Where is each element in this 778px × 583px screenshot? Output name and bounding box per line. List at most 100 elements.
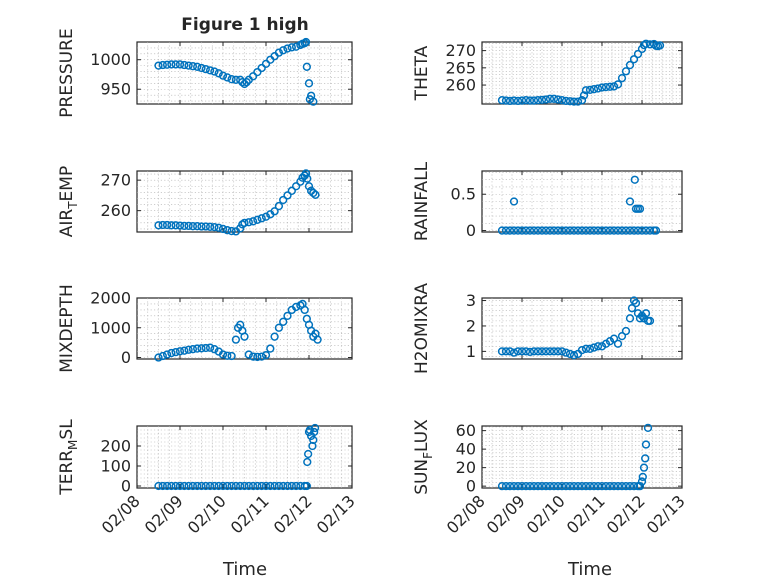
y-axis-label: RAINFALL [412,161,432,241]
data-point [625,197,635,206]
y-axis-label: TERRMSL [57,419,80,496]
data-point [635,481,645,491]
y-tick-label: 1 [466,342,476,361]
data-point [210,345,219,354]
data-point [533,347,543,356]
data-point [521,481,531,491]
data-point [227,481,236,491]
data-point [257,214,266,223]
data-point [629,55,639,64]
data-point [565,349,575,359]
data-point [645,226,655,235]
data-point [505,481,515,491]
data-point [589,481,599,491]
y-tick-label: 260 [445,76,476,95]
data-point [175,60,185,69]
data-point [593,84,603,93]
data-point [525,347,535,357]
data-point [180,60,189,70]
data-point [529,347,539,356]
data-point [279,317,288,326]
data-point [533,96,543,105]
x-axis-label-right: Time [567,559,612,580]
data-point [309,188,318,198]
data-point [248,481,258,491]
data-point [184,345,193,354]
y-tick-label: 100 [100,457,131,476]
data-point [236,224,245,233]
data-point [521,347,531,356]
data-point [541,226,551,235]
data-point [171,221,180,230]
data-point [525,96,535,105]
data-point [197,481,206,491]
data-point [577,226,587,235]
data-point [589,85,599,94]
data-point [184,61,193,70]
y-tick-label: 0 [121,477,131,496]
data-point [655,41,665,50]
data-point [585,226,595,235]
data-point [573,97,583,106]
data-point [244,481,253,491]
data-point [218,71,228,80]
data-point [193,222,202,231]
data-point [188,62,198,71]
data-point [617,74,627,83]
figure-title: Figure 1 high [181,15,309,35]
data-point [605,226,615,235]
data-point [549,94,559,103]
data-point [158,60,167,70]
data-point [240,332,249,341]
data-point [180,346,189,355]
data-point [310,427,319,437]
data-point [283,311,292,321]
data-point [617,226,627,235]
data-point [533,481,543,491]
data-point [633,226,643,235]
data-point [537,347,547,356]
data-point [257,481,266,491]
data-point [601,481,611,491]
data-point [569,481,579,491]
data-point [279,195,288,205]
data-point [621,226,631,235]
data-point [197,63,206,73]
data-point [593,481,603,491]
data-point [641,226,651,235]
data-point [581,226,591,235]
data-point [638,472,647,482]
data-point [613,226,623,235]
data-point [501,226,511,235]
data-point [223,226,232,235]
data-point [553,481,563,491]
x-tick-label: 02/12 [603,491,649,537]
data-point [210,222,219,232]
data-point [302,62,312,71]
data-point [274,48,284,57]
data-point [291,182,301,191]
data-point [501,347,511,356]
data-point [577,481,587,491]
data-point [625,226,635,235]
data-point [304,79,314,88]
data-point [593,226,603,235]
data-point [581,86,591,95]
y-tick-label: 1000 [90,50,131,69]
data-point [291,42,301,51]
data-point [167,221,176,230]
y-axis-label: AIRTEMP [57,166,80,237]
data-point [509,481,519,491]
data-point [303,449,313,459]
data-point [641,454,650,463]
data-point [549,226,559,235]
data-point [557,96,567,105]
data-point [242,78,251,87]
data-point [236,481,245,491]
data-point [248,217,258,226]
data-point [497,481,507,491]
data-point [227,351,236,361]
data-point [201,65,210,74]
data-point [223,351,232,360]
